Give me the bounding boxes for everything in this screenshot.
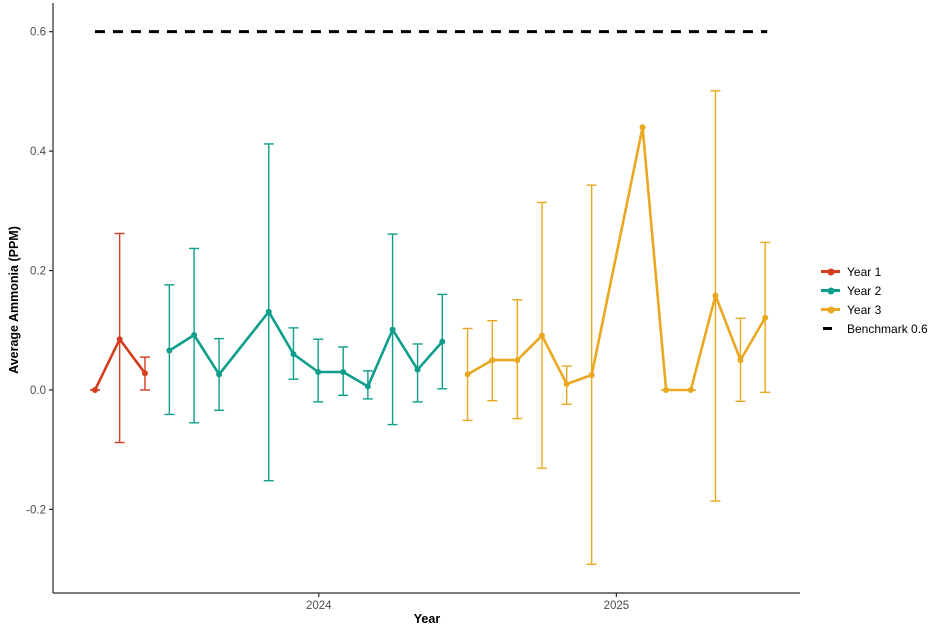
data-point-year-1 — [116, 336, 123, 343]
legend-entry-benchmark-0-6: Benchmark 0.6 — [821, 319, 928, 338]
y-tick-label: 0.6 — [30, 27, 46, 39]
data-point-year-2 — [265, 308, 272, 315]
y-tick-label: -0.2 — [26, 504, 46, 516]
y-tick-label: 0.2 — [30, 266, 46, 278]
data-point-year-2 — [439, 338, 446, 345]
legend-key-point-line-icon — [821, 303, 840, 317]
legend-label: Year 2 — [847, 283, 882, 298]
data-point-year-2 — [364, 383, 371, 390]
data-point-year-3 — [563, 380, 570, 387]
legend-entry-year-1: Year 1 — [821, 262, 928, 281]
data-point-year-1 — [91, 386, 98, 393]
data-point-year-2 — [414, 366, 421, 373]
x-axis-title: Year — [413, 612, 441, 626]
data-point-year-3 — [712, 292, 719, 299]
data-point-year-3 — [762, 314, 769, 321]
legend-label: Benchmark 0.6 — [847, 321, 928, 336]
data-point-year-2 — [216, 371, 223, 378]
y-axis-title: Average Ammonia (PPM) — [7, 226, 21, 374]
data-point-year-2 — [389, 326, 396, 333]
series-line-year-3 — [466, 125, 767, 392]
data-point-year-3 — [687, 386, 694, 393]
legend-entry-year-3: Year 3 — [821, 300, 928, 319]
data-point-year-2 — [166, 347, 173, 354]
data-point-year-3 — [639, 124, 646, 131]
data-point-year-3 — [588, 372, 595, 379]
legend-label: Year 3 — [847, 302, 882, 317]
data-point-year-2 — [191, 332, 198, 339]
legend-key-dash-icon — [821, 322, 840, 336]
legend-key-point-line-icon — [821, 284, 840, 298]
x-tick-label: 2024 — [306, 600, 332, 612]
data-point-year-3 — [464, 371, 471, 378]
data-point-year-3 — [489, 357, 496, 364]
data-point-year-2 — [315, 369, 322, 376]
legend-entry-year-2: Year 2 — [821, 281, 928, 300]
data-point-year-3 — [538, 332, 545, 339]
series-line-year-2 — [168, 310, 444, 388]
data-point-year-3 — [514, 357, 521, 364]
data-point-year-1 — [141, 370, 148, 377]
legend-label: Year 1 — [847, 264, 882, 279]
x-tick-label: 2025 — [604, 600, 630, 612]
legend: Year 1 Year 2 Year 3 Benchmark 0.6 — [821, 262, 928, 338]
y-tick-label: 0.4 — [30, 146, 47, 158]
y-tick-label: 0.0 — [30, 385, 46, 397]
data-point-year-2 — [340, 369, 347, 376]
data-point-year-2 — [290, 351, 297, 358]
legend-key-point-line-icon — [821, 265, 840, 279]
data-point-year-3 — [737, 357, 744, 364]
data-point-year-3 — [663, 386, 670, 393]
